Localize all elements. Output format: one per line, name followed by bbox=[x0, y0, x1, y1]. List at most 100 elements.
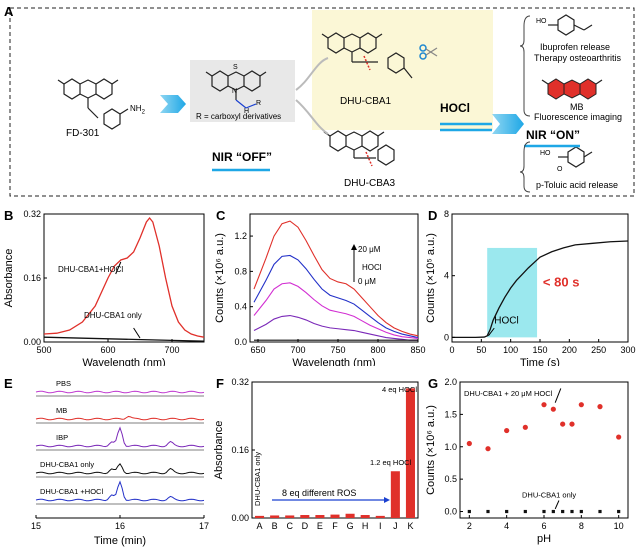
chart-b-xtick-label: 600 bbox=[100, 345, 115, 355]
arrow-hocl bbox=[492, 114, 524, 134]
chart-g-point-only bbox=[561, 509, 565, 514]
chart-g-ytick-label: 2.0 bbox=[444, 377, 457, 387]
chart-f-ylabel: Absorbance bbox=[213, 421, 225, 480]
chart-c-conc-top: 20 μM bbox=[358, 245, 381, 254]
chart-e-xlabel: Time (min) bbox=[94, 535, 146, 547]
chart-b: 500 600 700 0.00 0.16 0.32 Wavelength (nm) Abso… bbox=[3, 209, 205, 366]
chart-f-bar-G bbox=[345, 513, 355, 518]
panel-f-letter: F bbox=[216, 376, 224, 391]
chart-d-xtick-label: 100 bbox=[503, 345, 518, 355]
chart-c-conc-mid: HOCl bbox=[362, 263, 382, 272]
toluic-label: p-Toluic acid release bbox=[536, 180, 619, 190]
arrow-fd301-to-core bbox=[160, 95, 186, 113]
chart-f-ros-label: 8 eq different ROS bbox=[282, 488, 356, 498]
chart-g-point-only bbox=[523, 509, 527, 514]
chart-g-point-hocl bbox=[569, 421, 575, 427]
chart-c-ytick-label: 0.0 bbox=[234, 337, 247, 347]
chart-g-point-hocl bbox=[522, 424, 528, 430]
chart-f-ytick-label: 0.32 bbox=[231, 377, 249, 387]
chart-g-label-only: DHU-CBA1 only bbox=[522, 490, 576, 499]
mb-structure bbox=[541, 78, 603, 100]
chart-d-highlight bbox=[487, 247, 538, 338]
chart-g-point-only bbox=[486, 509, 490, 514]
chart-b-frame bbox=[43, 213, 205, 343]
chart-e-trace-2 bbox=[35, 426, 205, 448]
panel-a-scheme bbox=[9, 7, 635, 197]
chart-e-xtick-label: 16 bbox=[115, 521, 125, 531]
chart-g-point-only bbox=[579, 509, 583, 514]
dhu-cba3-structure bbox=[323, 130, 395, 167]
panel-b-letter: B bbox=[4, 208, 14, 223]
chart-d-frame bbox=[451, 213, 629, 343]
chart-g-point-hocl bbox=[560, 421, 566, 427]
chart-f-bar-I bbox=[375, 515, 385, 518]
chart-g-point-only bbox=[617, 509, 621, 514]
core-s-atom: S bbox=[233, 64, 238, 71]
core-structure bbox=[205, 70, 267, 109]
chart-g-arrow-hocl bbox=[554, 388, 562, 403]
chart-g-point-hocl bbox=[597, 404, 603, 410]
chart-e-label-0: PBS bbox=[56, 379, 71, 388]
panel-g-letter: G bbox=[428, 376, 439, 391]
chart-g-point-only bbox=[505, 509, 509, 514]
chart-g-xtick-label: 8 bbox=[579, 521, 584, 531]
chart-d-xlabel: Time (s) bbox=[520, 357, 560, 366]
chart-f-bar-B bbox=[270, 515, 280, 518]
chart-c-frame bbox=[249, 213, 419, 343]
core-n-atom: N bbox=[232, 88, 238, 95]
chart-c-series-2 bbox=[253, 282, 419, 340]
chart-f-xtick-label: C bbox=[286, 521, 293, 531]
chart-b-ylabel: Absorbance bbox=[3, 249, 15, 308]
chart-f-xtick-label: K bbox=[407, 521, 413, 531]
chart-d: 0 50 100 150 200 250 300 0 4 8 Time (s) Counts (×10… bbox=[426, 209, 636, 366]
chart-b-xtick-label: 500 bbox=[36, 345, 51, 355]
chart-c-series-3 bbox=[253, 314, 418, 341]
core-h-atom: H bbox=[244, 108, 250, 115]
chart-c-ytick-label: 0.4 bbox=[234, 302, 247, 312]
chart-e-label-3: DHU-CBA1 only bbox=[40, 460, 94, 469]
chart-f-bar-F bbox=[330, 514, 340, 518]
chart-f-hocl12: 1.2 eq HOCl bbox=[370, 458, 412, 467]
chart-g-point-only bbox=[542, 509, 546, 514]
chart-f-xtick-label: E bbox=[317, 521, 323, 531]
chart-g-point-only bbox=[551, 509, 555, 514]
panel-c-letter: C bbox=[216, 208, 226, 223]
chart-f-xtick-label: A bbox=[257, 521, 263, 531]
toluic-o: O bbox=[557, 166, 563, 173]
chart-g-arrow-only bbox=[554, 500, 560, 510]
chart-f-only-label: DHU-CBA1 only bbox=[253, 452, 262, 506]
chart-b-ytick-label: 0.16 bbox=[23, 273, 41, 283]
chart-f-bar-J bbox=[390, 471, 400, 518]
chart-b-label-hocl: DHU-CBA1+HOCl bbox=[58, 265, 123, 274]
chart-g-point-hocl bbox=[485, 446, 491, 452]
chart-c-conc-bot: 0 μM bbox=[358, 277, 376, 286]
chart-f-bar-E bbox=[315, 515, 325, 518]
chart-e: 15 16 17 Time (min) PBS MB IBP DHU-CBA1 only DHU… bbox=[31, 379, 209, 547]
chart-g-ytick-label: 0.0 bbox=[444, 507, 457, 517]
chart-c-ytick-label: 1.2 bbox=[234, 231, 247, 241]
chart-f-bar-K bbox=[405, 388, 415, 518]
chart-g-ytick-label: 0.5 bbox=[444, 474, 457, 484]
chart-f-bar-D bbox=[300, 515, 310, 518]
hocl-label: HOCl bbox=[440, 101, 470, 115]
chart-g-point-only bbox=[467, 509, 471, 514]
chart-g-point-hocl bbox=[466, 440, 472, 447]
chart-g-point-only bbox=[598, 509, 602, 514]
fd301-structure bbox=[57, 78, 129, 130]
chart-g-ytick-label: 1.0 bbox=[444, 442, 457, 452]
chart-f-ytick-label: 0.16 bbox=[231, 445, 249, 455]
chart-g-point-hocl bbox=[578, 402, 584, 408]
fluorescence-label: Fluorescence imaging bbox=[534, 112, 623, 122]
chart-f-xtick-label: B bbox=[272, 521, 278, 531]
core-box bbox=[190, 60, 295, 122]
chart-g-ylabel: Counts (×10⁶ a.u.) bbox=[426, 405, 437, 495]
chart-g-point-only bbox=[570, 509, 574, 514]
chart-f-ros-arrowhead bbox=[384, 497, 390, 503]
chart-e-xtick-label: 15 bbox=[31, 521, 41, 531]
chart-e-label-2: IBP bbox=[56, 433, 68, 442]
chart-d-ytick-label: 8 bbox=[444, 209, 449, 219]
ibuprofen-ho: HO bbox=[536, 18, 547, 25]
dhu-cba1-label: DHU-CBA1 bbox=[340, 96, 392, 107]
chart-b-arrow-hocl bbox=[115, 261, 122, 275]
